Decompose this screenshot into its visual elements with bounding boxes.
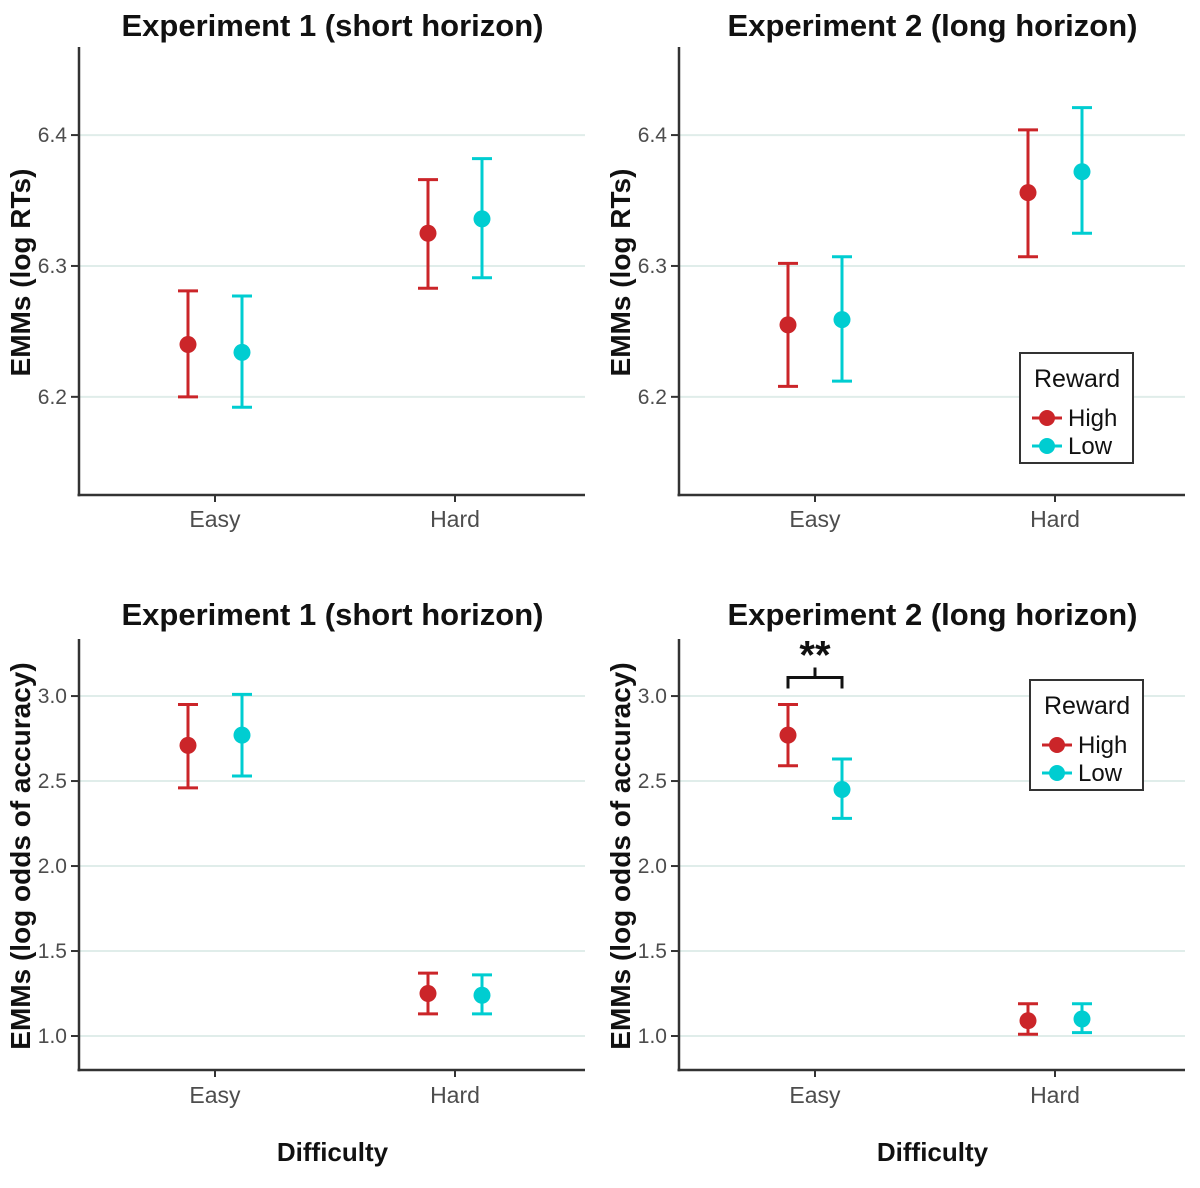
panel-exp2-rt: 6.2 6.3 6.4 Easy Hard Experiment 2 (long hori… — [600, 0, 1200, 545]
y-tick-label: 6.4 — [638, 124, 668, 147]
x-tick-label: Hard — [430, 506, 480, 532]
y-tick-label: 2.0 — [638, 855, 667, 878]
panel-title: Experiment 2 (long horizon) — [728, 597, 1138, 632]
y-tick-label: 6.3 — [38, 255, 67, 278]
point-high-hard — [419, 224, 437, 242]
y-axis-title: EMMs (log odds of accuracy) — [5, 662, 36, 1049]
x-tick-label: Easy — [189, 1082, 241, 1108]
y-tick-label: 3.0 — [38, 685, 67, 708]
x-axis-title: Difficulty — [277, 1137, 389, 1167]
point-high-easy — [179, 736, 197, 754]
legend-item-label-low: Low — [1078, 760, 1123, 787]
legend-key-point-low — [1039, 438, 1055, 454]
panel-title: Experiment 1 (short horizon) — [122, 8, 544, 43]
y-tick-label: 2.0 — [38, 855, 67, 878]
panel-exp1-accuracy: 1.0 1.5 2.0 2.5 3.0 Easy Hard Experiment 1 (sho… — [0, 575, 600, 1188]
x-tick-label: Easy — [189, 506, 241, 532]
point-low-hard — [473, 986, 491, 1004]
point-high-hard — [1019, 184, 1037, 202]
chart-exp2-rt: 6.2 6.3 6.4 Easy Hard Experiment 2 (long hori… — [605, 8, 1185, 532]
point-low-hard — [473, 210, 491, 228]
legend-item-label-high: High — [1078, 732, 1127, 759]
significance-bracket — [786, 667, 844, 689]
x-tick-label: Easy — [789, 506, 841, 532]
y-tick-label: 1.5 — [638, 940, 667, 963]
y-tick-label: 1.0 — [38, 1025, 67, 1048]
legend-key-point-high — [1049, 737, 1065, 753]
x-tick-label: Easy — [789, 1082, 841, 1108]
x-tick-label: Hard — [1030, 506, 1080, 532]
significance-stars: ** — [799, 634, 831, 678]
legend-item-label-low: Low — [1068, 433, 1113, 460]
legend-key-point-high — [1039, 410, 1055, 426]
point-high-hard — [1019, 1012, 1037, 1030]
y-tick-label: 6.4 — [38, 124, 68, 147]
y-tick-label: 1.5 — [38, 940, 67, 963]
y-axis-title: EMMs (log RTs) — [5, 169, 36, 377]
legend-item-label-high: High — [1068, 405, 1117, 432]
x-axis-title: Difficulty — [877, 1137, 989, 1167]
point-low-easy — [233, 343, 251, 361]
y-tick-label: 2.5 — [38, 770, 67, 793]
y-axis-title: EMMs (log RTs) — [605, 169, 636, 377]
point-low-easy — [833, 311, 851, 329]
y-tick-label: 1.0 — [638, 1025, 667, 1048]
y-tick-label: 3.0 — [638, 685, 667, 708]
point-low-easy — [233, 726, 251, 744]
y-tick-label: 6.2 — [38, 386, 67, 409]
chart-exp1-rt: 6.2 6.3 6.4 Easy Hard Experiment 1 (short hor… — [5, 8, 585, 532]
y-tick-label: 6.3 — [638, 255, 667, 278]
y-tick-label: 6.2 — [638, 386, 667, 409]
panel-exp1-rt: 6.2 6.3 6.4 Easy Hard Experiment 1 (short hor… — [0, 0, 600, 545]
legend-title: Reward — [1044, 692, 1130, 720]
legend-key-point-low — [1049, 765, 1065, 781]
y-tick-label: 2.5 — [638, 770, 667, 793]
x-tick-label: Hard — [1030, 1082, 1080, 1108]
chart-exp2-accuracy: 1.0 1.5 2.0 2.5 3.0 Easy Hard Experiment 2 (lon… — [605, 597, 1185, 1167]
y-axis-title: EMMs (log odds of accuracy) — [605, 662, 636, 1049]
x-tick-label: Hard — [430, 1082, 480, 1108]
panel-title: Experiment 1 (short horizon) — [122, 597, 544, 632]
point-low-hard — [1073, 163, 1091, 181]
chart-exp1-accuracy: 1.0 1.5 2.0 2.5 3.0 Easy Hard Experiment 1 (sho… — [5, 597, 585, 1167]
panel-title: Experiment 2 (long horizon) — [728, 8, 1138, 43]
point-low-hard — [1073, 1010, 1091, 1028]
legend-title: Reward — [1034, 365, 1120, 393]
point-high-easy — [779, 316, 797, 334]
panel-exp2-accuracy: 1.0 1.5 2.0 2.5 3.0 Easy Hard Experiment 2 (lon… — [600, 575, 1200, 1188]
point-high-easy — [179, 335, 197, 353]
point-high-easy — [779, 726, 797, 744]
point-low-easy — [833, 781, 851, 799]
point-high-hard — [419, 985, 437, 1003]
